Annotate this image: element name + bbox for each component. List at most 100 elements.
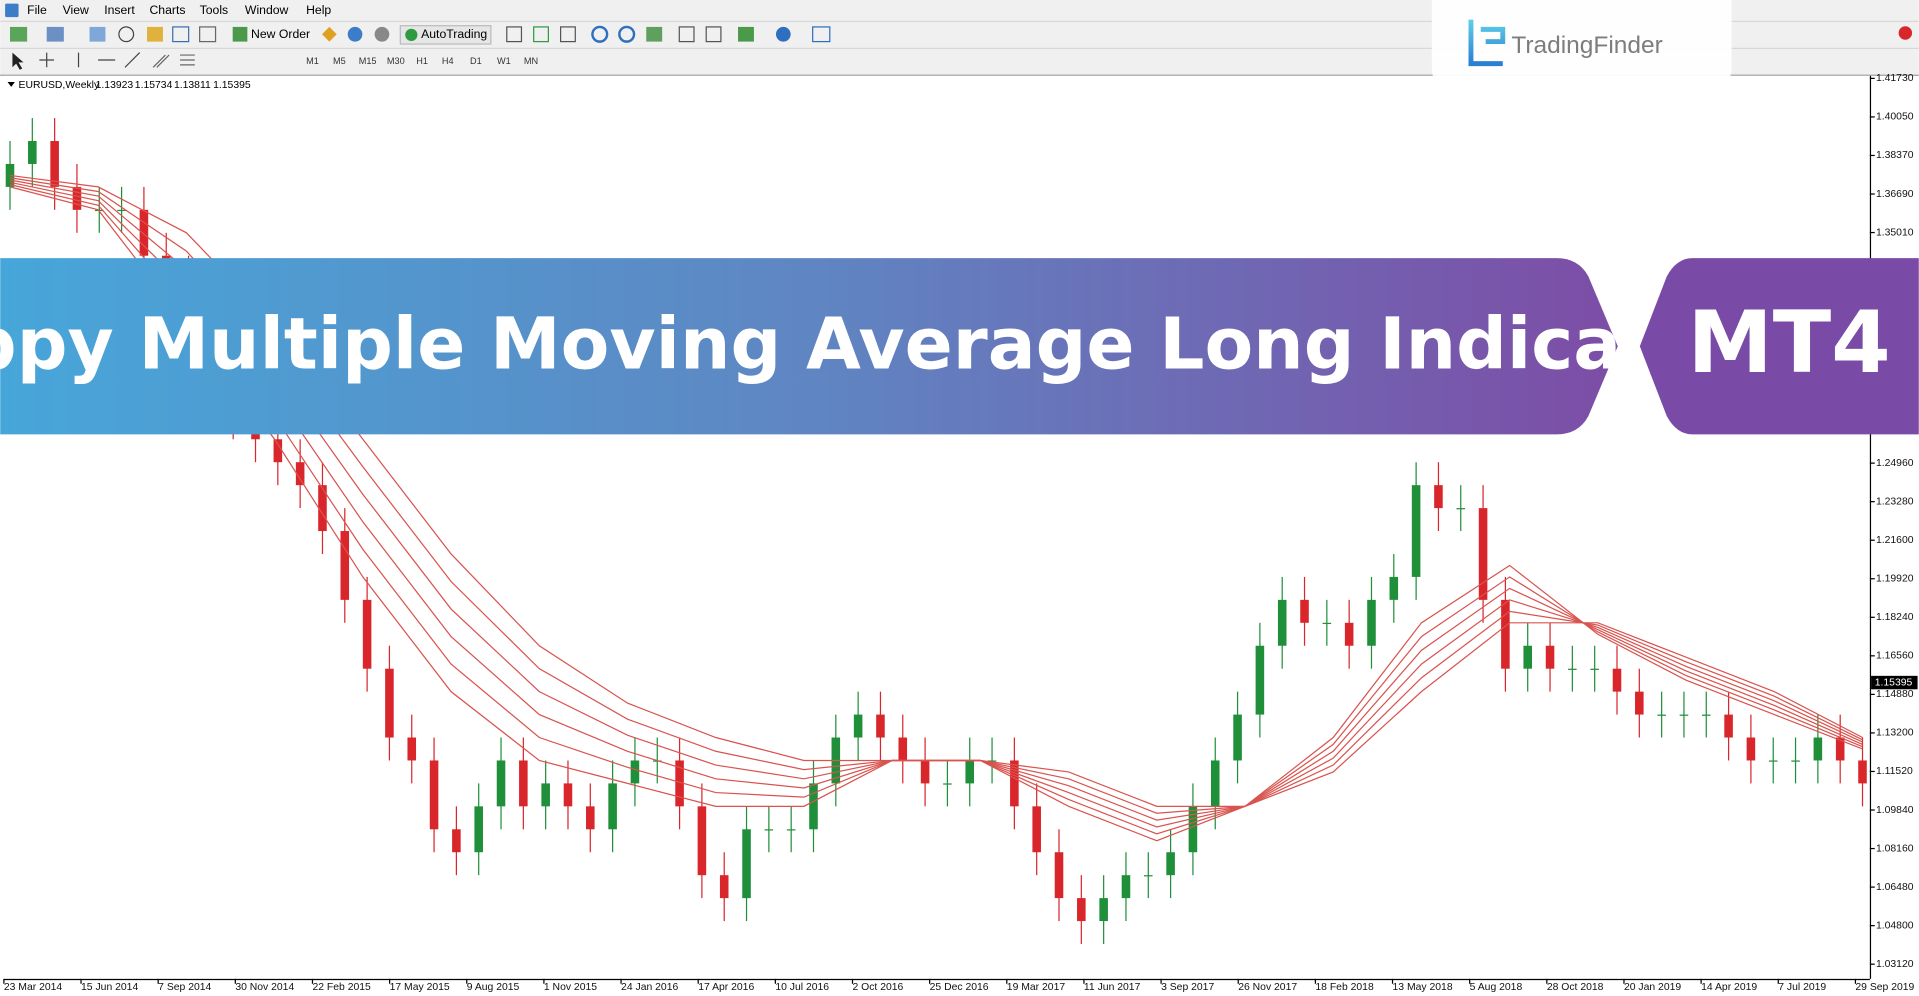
tool-icon[interactable] bbox=[147, 26, 163, 42]
crosshair-tool[interactable] bbox=[39, 52, 55, 68]
x-tick-label: 18 Feb 2018 bbox=[1315, 982, 1374, 993]
x-tick-label: 24 Jan 2016 bbox=[621, 982, 678, 993]
tool-icon[interactable] bbox=[347, 26, 363, 42]
timeframe-button[interactable]: M15 bbox=[359, 56, 377, 66]
x-tick-label: 9 Aug 2015 bbox=[467, 982, 520, 993]
candle-body bbox=[1612, 668, 1622, 692]
timeframe-button[interactable]: MN bbox=[524, 56, 538, 66]
tool-icon[interactable] bbox=[118, 26, 135, 43]
logo-box bbox=[1431, 0, 1732, 90]
cursor-tool[interactable] bbox=[12, 52, 24, 70]
timeframe-button[interactable]: H4 bbox=[442, 56, 454, 66]
y-tick-label: 1.21600 bbox=[1876, 535, 1914, 546]
candle-body bbox=[764, 829, 774, 831]
ohlc-value: 1.15395 bbox=[213, 80, 251, 91]
candle-body bbox=[519, 760, 528, 807]
candle-body bbox=[429, 760, 439, 830]
banner-title: Guppy Multiple Moving Average Long Indic… bbox=[0, 302, 1739, 385]
notification[interactable] bbox=[1898, 26, 1913, 40]
menu-item[interactable]: Insert bbox=[104, 3, 135, 17]
tool-icon[interactable] bbox=[9, 26, 28, 42]
y-tick-label: 1.24960 bbox=[1876, 458, 1914, 469]
candle-body bbox=[608, 783, 617, 830]
app-icon bbox=[5, 3, 19, 18]
candle-body bbox=[1858, 760, 1867, 784]
tool-icon[interactable] bbox=[775, 26, 791, 42]
menu-bar: File View Insert Charts Tools Window Help bbox=[27, 3, 331, 17]
x-tick-label: 13 May 2018 bbox=[1393, 982, 1453, 993]
tool-icon[interactable] bbox=[678, 26, 695, 43]
tool-icon[interactable] bbox=[705, 26, 722, 43]
tool-icon[interactable] bbox=[46, 26, 64, 42]
zoom-out[interactable] bbox=[618, 25, 636, 43]
chart-symbol: EURUSD,Weekly bbox=[19, 80, 100, 91]
ohlc-value: 1.13811 bbox=[174, 80, 211, 91]
auto-trading[interactable]: AutoTrading bbox=[421, 27, 487, 41]
x-tick-label: 1 Nov 2015 bbox=[544, 982, 597, 993]
candle-body bbox=[586, 806, 595, 830]
candle-body bbox=[1523, 645, 1532, 669]
menu-item[interactable]: Help bbox=[306, 3, 331, 17]
candle-body bbox=[1099, 898, 1108, 922]
candle-body bbox=[1590, 668, 1599, 670]
menu-item[interactable]: Window bbox=[245, 3, 289, 17]
menu-item[interactable]: View bbox=[63, 3, 89, 17]
candle-body bbox=[630, 760, 640, 784]
tool-icon[interactable] bbox=[172, 26, 190, 43]
tool-icon[interactable] bbox=[374, 26, 390, 42]
y-tick-label: 1.23280 bbox=[1876, 496, 1914, 507]
banner bbox=[0, 258, 1618, 435]
x-tick-label: 15 Jun 2014 bbox=[81, 982, 138, 993]
timeframe-button[interactable]: D1 bbox=[470, 56, 482, 66]
tool-icon[interactable] bbox=[812, 26, 831, 43]
candle-body bbox=[1679, 714, 1689, 716]
auto-trading-button[interactable] bbox=[399, 25, 492, 45]
candle-body bbox=[1746, 737, 1756, 761]
candle-body bbox=[1054, 852, 1064, 899]
candle-body bbox=[117, 209, 126, 212]
candle-body bbox=[719, 875, 729, 899]
candle-body bbox=[853, 714, 863, 738]
candle-body bbox=[1144, 875, 1153, 877]
tool-icon[interactable] bbox=[199, 26, 217, 43]
timeframe-button[interactable]: M5 bbox=[333, 56, 346, 66]
candle-body bbox=[920, 760, 930, 784]
tool-icon[interactable] bbox=[646, 26, 663, 42]
new-order-icon[interactable] bbox=[232, 26, 248, 42]
candle-body bbox=[1545, 645, 1555, 669]
menu-item[interactable]: File bbox=[27, 3, 47, 17]
timeframe-button[interactable]: W1 bbox=[497, 56, 511, 66]
menu-item[interactable]: Charts bbox=[149, 3, 185, 17]
y-tick-label: 1.04800 bbox=[1876, 920, 1914, 931]
timeframe-button[interactable]: M1 bbox=[306, 56, 319, 66]
candle-body bbox=[474, 806, 483, 853]
x-tick-label: 30 Nov 2014 bbox=[235, 982, 294, 993]
candle-body bbox=[1657, 714, 1666, 716]
timeframe-button[interactable]: H1 bbox=[416, 56, 428, 66]
new-order[interactable]: New Order bbox=[251, 27, 310, 41]
y-tick-label: 1.18240 bbox=[1876, 612, 1914, 623]
timeframe-button[interactable]: M30 bbox=[387, 56, 405, 66]
plot-area bbox=[3, 75, 1870, 979]
tool-icon[interactable] bbox=[738, 26, 754, 42]
zoom-in[interactable] bbox=[591, 25, 609, 43]
tool-icon[interactable] bbox=[533, 26, 549, 43]
tool-icon[interactable] bbox=[89, 26, 106, 42]
y-tick-label: 1.11520 bbox=[1876, 766, 1913, 777]
candle-body bbox=[273, 439, 283, 463]
tool-icon[interactable] bbox=[506, 26, 523, 43]
tool-icon[interactable] bbox=[559, 26, 576, 43]
line-tools[interactable] bbox=[77, 52, 141, 68]
y-tick-label: 1.35010 bbox=[1876, 227, 1914, 238]
candle-body bbox=[809, 783, 818, 830]
logo-text: TradingFinder bbox=[1511, 32, 1662, 59]
price-box bbox=[1871, 675, 1918, 690]
candle-body bbox=[496, 760, 506, 807]
candle-body bbox=[1344, 622, 1354, 646]
menu-item[interactable]: Tools bbox=[200, 3, 229, 17]
draw-tools[interactable] bbox=[152, 54, 195, 68]
price-label: 1.15395 bbox=[1875, 677, 1913, 688]
candle-body bbox=[697, 806, 707, 876]
